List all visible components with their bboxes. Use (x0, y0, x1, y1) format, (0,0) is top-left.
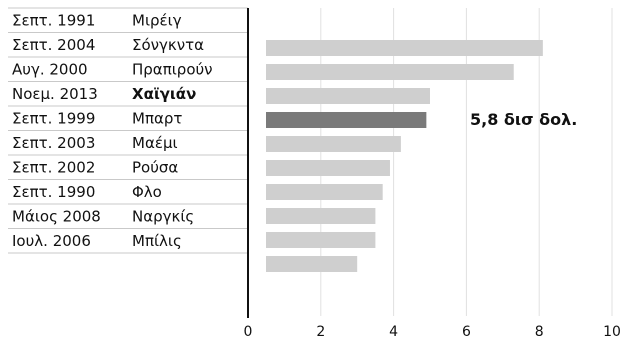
highlight-bar (266, 112, 427, 128)
x-tick-label: 10 (603, 324, 621, 340)
category-date-label: Σεπτ. 2004 (12, 36, 95, 54)
x-tick-label: 2 (316, 324, 325, 340)
separator-layer (8, 7, 248, 254)
x-tick-label: 4 (389, 324, 398, 340)
bar (266, 232, 376, 248)
category-name-label: Χαϊγιάν (132, 85, 196, 103)
category-date-label: Σεπτ. 2002 (12, 159, 95, 177)
category-name-label: Πραπιρούν (132, 61, 213, 79)
bar (266, 160, 390, 176)
bar (266, 256, 358, 272)
label-layer: Σεπτ. 1991 Μιρέιγ Σεπτ. 2004 Σόνγκντα Αυγ. 2… (12, 12, 213, 251)
category-date-label: Σεπτ. 1991 (12, 12, 95, 30)
category-name-label: Ρούσα (132, 159, 178, 177)
bar (266, 88, 430, 104)
category-name-label: Μπίλις (132, 232, 182, 250)
bar (266, 136, 401, 152)
category-name-label: Ναργκίς (132, 208, 194, 226)
x-tick-label: 6 (462, 324, 471, 340)
bar (266, 208, 376, 224)
category-name-label: Μαέμι (132, 134, 178, 152)
category-date-label: Σεπτ. 1990 (12, 183, 95, 201)
category-date-label: Νοεμ. 2013 (12, 85, 98, 103)
category-date-label: Ιουλ. 2006 (12, 232, 91, 250)
axis-layer: 0 2 4 6 8 10 (244, 8, 621, 340)
x-tick-label: 0 (244, 324, 253, 340)
bar-layer (266, 40, 543, 272)
category-date-label: Σεπτ. 2003 (12, 134, 95, 152)
bar (266, 64, 514, 80)
highlight-annotation: 5,8 δισ δολ. (470, 110, 577, 129)
category-date-label: Αυγ. 2000 (12, 61, 88, 79)
annotation-layer: 5,8 δισ δολ. (470, 110, 577, 129)
category-name-label: Σόνγκντα (132, 36, 204, 54)
x-tick-label: 8 (535, 324, 544, 340)
category-date-label: Σεπτ. 1999 (12, 110, 95, 128)
bar (266, 40, 543, 56)
category-name-label: Μπαρτ (132, 110, 182, 128)
bar (266, 184, 383, 200)
category-name-label: Μιρέιγ (132, 12, 182, 30)
category-date-label: Μάιος 2008 (12, 208, 101, 226)
category-name-label: Φλο (132, 183, 162, 201)
